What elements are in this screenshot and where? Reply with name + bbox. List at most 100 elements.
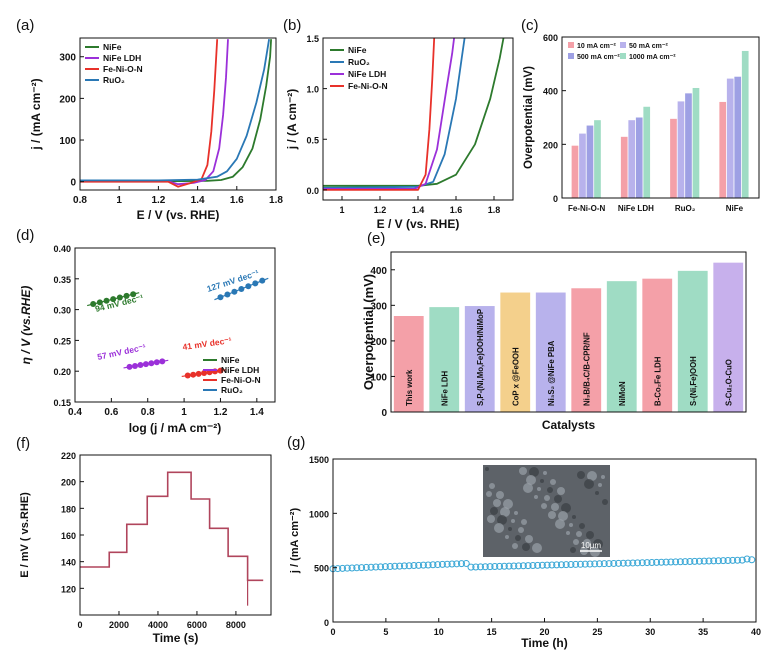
panel-g-inset-texture: [505, 535, 509, 539]
panel-d-point-nife_ldh: [137, 362, 144, 369]
panel-g-point: [595, 560, 603, 568]
panel-g-inset-texture: [579, 523, 585, 529]
panel-g-inset-texture: [490, 507, 498, 515]
panel-d-point-fenion: [190, 371, 197, 378]
panel-g-point: [705, 557, 713, 565]
panel-g-point: [619, 559, 627, 567]
panel-g-inset-texture: [537, 487, 541, 491]
panel-a-x-tick-label: 1: [116, 195, 122, 206]
panel-g-point: [429, 561, 437, 569]
panel-g-inset-texture: [534, 495, 538, 499]
panel-e-ylabel: Overpotential (mV): [361, 274, 376, 390]
panel-g-inset-texture: [486, 491, 492, 497]
panel-g-point: [672, 558, 680, 566]
panel-d-point-nife_ldh: [159, 358, 166, 365]
panel-g-point: [491, 562, 499, 570]
panel-e-bar: [429, 307, 460, 412]
panel-g-label: (g): [287, 434, 305, 451]
panel-e-category-label: Ni₃S₂ @NiFe PBA: [547, 340, 556, 406]
panel-g-point: [605, 560, 613, 568]
panel-c-label: (c): [521, 17, 539, 34]
panel-g-point: [748, 556, 756, 564]
panel-g-inset-texture: [554, 495, 562, 503]
panel-f-y-tick-label: 120: [61, 584, 76, 594]
panel-g-inset-texture: [590, 547, 600, 557]
panel-d-x-tick-label: 0.4: [68, 407, 82, 418]
panel-c-bar: [719, 101, 727, 198]
panel-b-legend-label: NiFe: [348, 45, 367, 55]
panel-c-axes: [561, 36, 760, 199]
panel-g-point: [519, 562, 527, 570]
panel-d-label: (d): [16, 227, 34, 244]
panel-g-point: [472, 563, 480, 571]
panel-g-inset-texture: [485, 467, 489, 471]
panel-d-x-tick-label: 1.4: [250, 407, 264, 418]
panel-g-inset-texture: [540, 479, 544, 483]
panel-g-point: [391, 562, 399, 570]
panel-g-inset-texture: [577, 471, 585, 479]
panel-e-y-tick-label: 0: [381, 408, 387, 419]
panel-g-point: [610, 559, 618, 567]
panel-g-point: [386, 562, 394, 570]
panel-g-point: [348, 564, 356, 572]
panel-b-legend-label: NiFe LDH: [348, 69, 386, 79]
panel-b-y-tick-label: 1.0: [306, 85, 319, 95]
panel-g-point: [367, 563, 375, 571]
panel-e-bar: [606, 281, 637, 412]
panel-a-label: (a): [16, 17, 34, 34]
panel-g-point: [681, 558, 689, 566]
panel-g-point: [415, 561, 423, 569]
panel-g-inset-texture: [557, 487, 565, 495]
panel-c-bar: [734, 76, 742, 198]
panel-g-inset-texture: [493, 499, 501, 507]
panel-e-y-tick-label: 400: [370, 266, 387, 277]
panel-c-legend-swatch: [620, 42, 626, 48]
panel-g-point: [362, 563, 370, 571]
panel-e-y-tick-label: 100: [370, 372, 387, 383]
panel-d-point-ruo2: [245, 283, 252, 290]
panel-g-point: [339, 564, 347, 572]
panel-g-inset-texture: [529, 467, 539, 477]
panel-g-point: [629, 559, 637, 567]
panel-d-x-tick-label: 0.6: [104, 407, 118, 418]
panel-g-point: [358, 564, 366, 572]
panel-g-point: [496, 562, 504, 570]
panel-g-inset-texture: [489, 483, 495, 489]
panel-g-point: [572, 560, 580, 568]
panel-e-bar: [713, 262, 744, 412]
panel-b-ylabel: j / (A cm⁻²): [285, 89, 299, 151]
panel-g-inset-texture: [532, 543, 542, 553]
panel-g-point: [615, 559, 623, 567]
panel-d-legend-label: Fe-Ni-O-N: [221, 375, 261, 385]
panel-a-legend-label: NiFe: [103, 42, 122, 52]
panel-g-inset-texture: [503, 499, 513, 509]
panel-b-x-tick-label: 1.2: [374, 205, 387, 215]
panel-g-point: [453, 560, 461, 568]
panel-f-series: [80, 471, 264, 582]
panel-g-point: [662, 558, 670, 566]
panel-e-category-label: NiFe LDH: [440, 371, 449, 406]
panel-g-point: [467, 563, 475, 571]
panel-a-x-tick-label: 1.8: [269, 195, 283, 206]
panel-e-bar: [464, 306, 495, 412]
panel-c-y-tick-label: 400: [543, 87, 558, 97]
panel-g-point: [638, 559, 646, 567]
panel-g-x-tick-label: 25: [592, 627, 602, 637]
panel-g-inset-texture: [593, 539, 603, 549]
panel-g-point: [667, 558, 675, 566]
panel-e-bar: [393, 316, 424, 412]
panel-c-y-tick-label: 200: [543, 140, 558, 150]
panel-g-point: [400, 562, 408, 570]
panel-d-point-nife: [110, 296, 117, 303]
panel-a-y-tick-label: 200: [59, 94, 76, 105]
panel-f-y-tick-label: 220: [61, 451, 76, 461]
panel-g-point: [515, 562, 523, 570]
panel-g-point: [353, 564, 361, 572]
panel-b-x-tick-label: 1: [339, 205, 344, 215]
panel-b-series-fenion: [323, 37, 436, 191]
panel-d-y-tick-label: 0.40: [53, 244, 71, 254]
panel-d-x-tick-label: 1: [181, 407, 187, 418]
panel-d-point-fenion: [195, 370, 202, 377]
panel-g-inset-texture: [550, 479, 556, 485]
